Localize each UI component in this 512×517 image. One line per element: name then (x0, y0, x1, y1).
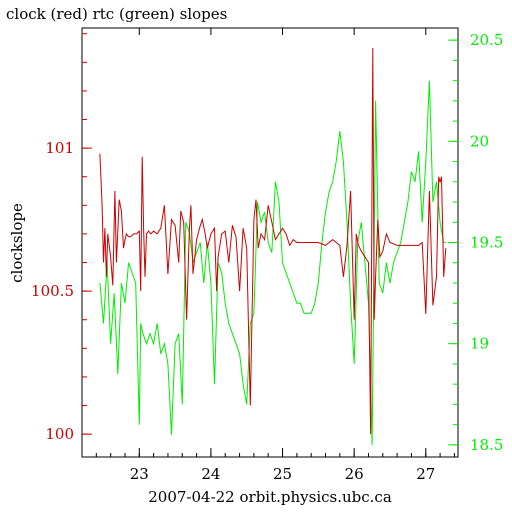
y-left-tick-label: 100.5 (31, 282, 74, 300)
y-axis-label-left: clockslope (8, 203, 26, 283)
series-layer (99, 47, 447, 445)
y-right-tick-label: 19 (470, 335, 489, 353)
clock-series-line (99, 47, 447, 435)
y-right-tick-label: 20.5 (470, 31, 503, 49)
rtc-series-line (99, 80, 446, 445)
x-tick-label: 24 (201, 465, 220, 483)
chart-title: clock (red) rtc (green) slopes (6, 5, 227, 23)
x-axis-label: 2007-04-22 orbit.physics.ubc.ca (148, 488, 392, 506)
y-right-tick-label: 19.5 (470, 234, 503, 252)
x-tick-label: 27 (416, 465, 435, 483)
x-tick-label: 25 (273, 465, 292, 483)
y-right-tick-label: 18.5 (470, 436, 503, 454)
x-tick-label: 23 (130, 465, 149, 483)
y-right-tick-label: 20 (470, 132, 489, 150)
x-tick-label: 26 (345, 465, 364, 483)
axis-layer: 23 24 25 26 27 100 100.5 101 18.5 19 19.5 20 20.5 (31, 28, 503, 483)
y-left-tick-label: 100 (45, 425, 74, 443)
y-left-tick-label: 101 (45, 139, 74, 157)
